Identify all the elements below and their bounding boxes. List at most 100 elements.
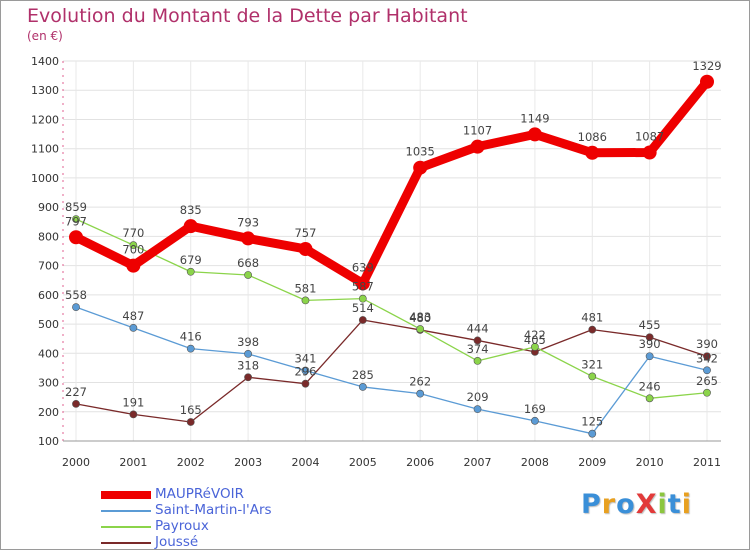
data-point (355, 276, 370, 291)
data-label: 390 (696, 337, 718, 351)
data-label: 581 (294, 281, 316, 295)
data-label: 262 (409, 375, 431, 389)
data-point (183, 219, 198, 234)
data-label: 679 (180, 253, 202, 267)
y-tick-label: 600 (38, 289, 59, 302)
data-label: 125 (581, 415, 603, 429)
data-label: 416 (180, 330, 202, 344)
data-point (588, 372, 597, 381)
y-tick-label: 400 (38, 347, 59, 360)
data-point (301, 296, 310, 305)
data-point (244, 373, 252, 382)
x-tick-label: 2009 (578, 456, 606, 469)
data-label: 1149 (520, 111, 549, 125)
data-label: 444 (467, 321, 489, 335)
x-axis-ticks: 2000 2001 2002 2003 2004 2005 2006 2007 2008 2009… (62, 456, 721, 469)
data-label: 209 (467, 390, 489, 404)
data-label: 390 (639, 337, 661, 351)
data-point (703, 352, 711, 361)
data-point (473, 336, 482, 345)
data-point (588, 325, 597, 334)
x-tick-label: 2000 (62, 456, 90, 469)
data-label: 1035 (406, 145, 435, 159)
legend-label: Saint-Martin-l'Ars (155, 502, 272, 518)
legend-label: Joussé (155, 534, 199, 550)
data-point (473, 405, 482, 414)
data-label: 246 (639, 379, 661, 393)
data-point (588, 429, 597, 438)
data-label: 285 (352, 368, 374, 382)
data-label: 514 (352, 301, 374, 315)
data-label: 793 (237, 215, 259, 229)
proxiti-logo: ProXiti (581, 489, 692, 520)
y-tick-label: 200 (38, 406, 59, 419)
data-label: 1087 (635, 129, 664, 143)
data-point (700, 74, 714, 89)
data-label: 770 (122, 226, 144, 240)
data-label: 700 (122, 243, 144, 257)
data-point (129, 241, 138, 250)
series-line-1 (75, 306, 708, 435)
data-label: 398 (237, 335, 259, 349)
data-point (642, 145, 657, 160)
data-label: 422 (524, 328, 546, 342)
axes (62, 61, 721, 442)
data-label: 321 (581, 357, 603, 371)
data-label: 374 (467, 342, 489, 356)
data-point (645, 333, 654, 342)
series-line-2 (75, 218, 708, 399)
data-label: 1329 (692, 59, 721, 73)
data-label: 405 (524, 333, 546, 347)
legend-label: MAUPRéVOIR (155, 486, 244, 502)
x-tick-label: 2003 (234, 456, 262, 469)
data-point (358, 316, 367, 324)
y-tick-label: 100 (38, 435, 59, 448)
data-point (416, 389, 425, 398)
data-label: 859 (65, 200, 87, 214)
data-point (645, 352, 654, 361)
x-tick-label: 2004 (291, 456, 319, 469)
legend-label: Payroux (155, 518, 209, 534)
data-label: 227 (65, 385, 87, 399)
y-axis-ticks: 100 200 300 400 500 600 700 800 900 1000 1100 1200 1… (31, 55, 59, 448)
data-label: 487 (122, 309, 144, 323)
data-point (413, 160, 428, 175)
data-label: 480 (409, 311, 431, 325)
y-tick-label: 1400 (31, 55, 59, 68)
x-tick-label: 2001 (119, 456, 147, 469)
series-line-0 (71, 77, 712, 288)
y-tick-label: 1200 (31, 113, 59, 126)
y-tick-label: 1100 (31, 143, 59, 156)
data-point (186, 418, 195, 426)
x-tick-label: 2006 (406, 456, 434, 469)
data-point (416, 325, 425, 333)
data-label: 835 (180, 203, 202, 217)
data-point (186, 344, 195, 353)
x-tick-label: 2002 (177, 456, 205, 469)
y-tick-label: 1300 (31, 84, 59, 97)
data-point (126, 258, 141, 273)
data-label: 797 (65, 214, 87, 228)
x-tick-label: 2010 (636, 456, 664, 469)
data-point (244, 271, 252, 279)
y-tick-label: 300 (38, 377, 59, 390)
data-label: 341 (294, 352, 316, 366)
data-point (186, 267, 195, 276)
data-label: 265 (696, 374, 718, 388)
data-point (244, 349, 252, 358)
data-label: 757 (294, 226, 316, 240)
data-label: 318 (237, 358, 259, 372)
series-group (69, 74, 714, 438)
legend-swatch (101, 491, 151, 499)
data-point (129, 410, 138, 419)
series-line-3 (75, 319, 708, 423)
data-point (241, 231, 256, 246)
data-point (470, 139, 485, 154)
data-label: 668 (237, 256, 259, 270)
data-label: 639 (352, 260, 374, 274)
data-point (531, 342, 539, 351)
x-tick-label: 2005 (349, 456, 377, 469)
y-tick-label: 1000 (31, 172, 59, 185)
